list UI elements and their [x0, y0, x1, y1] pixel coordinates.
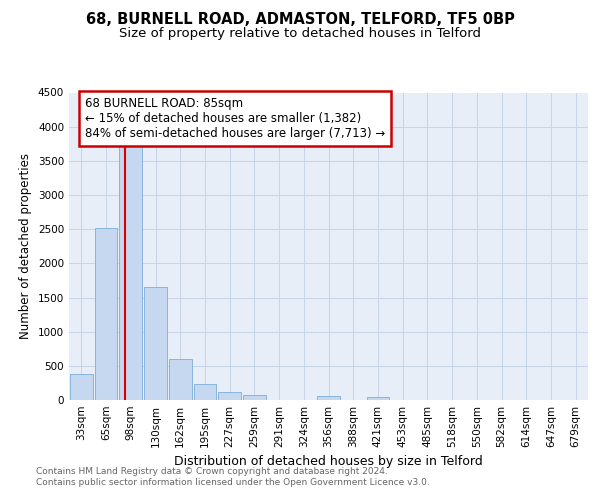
Text: 68, BURNELL ROAD, ADMASTON, TELFORD, TF5 0BP: 68, BURNELL ROAD, ADMASTON, TELFORD, TF5…	[86, 12, 514, 28]
X-axis label: Distribution of detached houses by size in Telford: Distribution of detached houses by size …	[174, 456, 483, 468]
Bar	[218, 392, 241, 400]
Bar	[194, 384, 216, 400]
Bar	[95, 228, 118, 400]
Bar	[119, 145, 142, 400]
Bar	[144, 287, 167, 400]
Text: Size of property relative to detached houses in Telford: Size of property relative to detached ho…	[119, 28, 481, 40]
Y-axis label: Number of detached properties: Number of detached properties	[19, 153, 32, 339]
Bar	[243, 395, 266, 400]
Text: 68 BURNELL ROAD: 85sqm
← 15% of detached houses are smaller (1,382)
84% of semi-: 68 BURNELL ROAD: 85sqm ← 15% of detached…	[85, 97, 385, 140]
Bar	[169, 359, 191, 400]
Bar	[367, 396, 389, 400]
Bar	[70, 374, 93, 400]
Text: Contains HM Land Registry data © Crown copyright and database right 2024.
Contai: Contains HM Land Registry data © Crown c…	[36, 468, 430, 487]
Bar	[317, 396, 340, 400]
